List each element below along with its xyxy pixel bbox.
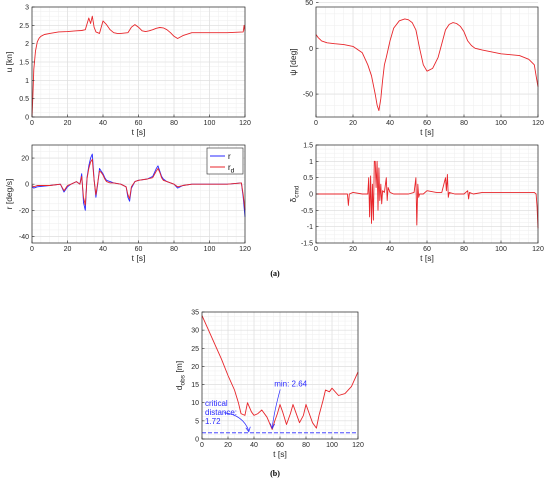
y-tick-label: 0	[25, 115, 29, 122]
x-tick-label: 40	[386, 246, 394, 253]
x-tick-label: 60	[423, 120, 431, 127]
x-tick-label: 20	[349, 246, 357, 253]
y-axis-label: dobs [m]	[174, 361, 187, 390]
y-tick-label: 0.5	[19, 96, 29, 103]
x-tick-label: 100	[495, 120, 507, 127]
y-tick-label: 0	[309, 46, 313, 53]
x-tick-label: 80	[460, 246, 468, 253]
x-tick-label: 80	[170, 246, 178, 253]
x-tick-label: 100	[326, 442, 338, 449]
y-axis-label: u [kn]	[4, 52, 14, 73]
x-tick-label: 0	[314, 246, 318, 253]
x-tick-label: 80	[460, 120, 468, 127]
series-line-0	[31, 15, 246, 118]
y-tick-label: 1	[25, 78, 29, 85]
annotation-critical-line: 1.72	[205, 417, 221, 426]
caption-b: (b)	[270, 469, 280, 478]
y-tick-label: 20	[191, 364, 199, 371]
series-line-0	[315, 18, 539, 112]
x-axis-label: t [s]	[132, 127, 146, 137]
chart-u: 0 20 40 60 80 100 120 0 0.5 1 1.5 2 2.5 3 t [s] u [kn]	[4, 5, 251, 138]
y-tick-label: 2.5	[19, 23, 29, 30]
x-tick-label: 20	[64, 246, 72, 253]
y-tick-label: 0.5	[303, 175, 313, 182]
chart-r: 0 20 40 60 80 100 120 -40 -20 0 20 t [s] r [deg/s] rr…	[4, 144, 251, 263]
x-tick-label: 0	[314, 120, 318, 127]
y-tick-label: -0.5	[301, 208, 313, 215]
x-tick-label: 60	[276, 442, 284, 449]
x-axis-label: t [s]	[420, 127, 434, 137]
y-tick-label: 0	[25, 182, 29, 189]
x-tick-label: 60	[423, 246, 431, 253]
y-tick-label: 35	[191, 310, 199, 317]
y-tick-label: 5	[195, 418, 199, 425]
annotation-min: min: 2.64	[274, 379, 307, 388]
x-tick-label: 80	[302, 442, 310, 449]
x-tick-label: 60	[135, 246, 143, 253]
x-tick-label: 100	[204, 246, 216, 253]
legend-label-r: r	[228, 152, 231, 161]
y-tick-label: 1.5	[303, 143, 313, 150]
y-tick-label: 25	[191, 346, 199, 353]
x-tick-label: 40	[99, 120, 107, 127]
annotation-min-arrow	[271, 389, 281, 428]
x-tick-label: 40	[250, 442, 258, 449]
x-tick-label: 0	[30, 120, 34, 127]
x-tick-label: 120	[532, 120, 544, 127]
x-tick-label: 40	[99, 246, 107, 253]
x-tick-label: 20	[224, 442, 232, 449]
y-tick-label: 1	[309, 159, 313, 166]
series-line-0	[316, 160, 539, 229]
x-tick-label: 100	[495, 246, 507, 253]
x-tick-label: 0	[200, 442, 204, 449]
y-tick-label: 0	[309, 192, 313, 199]
x-tick-label: 120	[532, 246, 544, 253]
y-axis-label: δcmd	[288, 185, 301, 202]
y-tick-label: 15	[191, 382, 199, 389]
y-tick-label: -40	[19, 234, 29, 241]
annotation-min-arrowhead	[269, 423, 276, 430]
legend-label-r_d: rd	[228, 163, 235, 175]
y-tick-label: 10	[191, 400, 199, 407]
x-tick-label: 120	[352, 442, 364, 449]
y-tick-label: 0	[195, 437, 199, 444]
x-tick-label: 80	[170, 120, 178, 127]
chart-delta: 0 20 40 60 80 100 120 -1.5 -1 -0.5 0 0.5 1 1.5 t [s] δc…	[288, 143, 544, 264]
x-axis-label: t [s]	[132, 253, 146, 263]
chart-dobs: 0 20 40 60 80 100 120 0 5 10 15 20 25 30 35 t [s] dobs […	[174, 310, 364, 460]
annotation-critical-line: critical	[205, 399, 228, 408]
x-tick-label: 120	[239, 246, 251, 253]
x-tick-label: 20	[64, 120, 72, 127]
x-tick-label: 60	[135, 120, 143, 127]
y-axis-label: ψ [deg]	[288, 48, 298, 75]
y-tick-label: -50	[303, 92, 313, 99]
y-tick-label: 30	[191, 328, 199, 335]
caption-a: (a)	[270, 269, 280, 278]
series-line-r_d	[31, 158, 246, 211]
y-tick-label: -1.5	[301, 241, 313, 248]
x-tick-label: 0	[30, 246, 34, 253]
annotation-critical-arrowhead	[245, 426, 251, 433]
y-tick-label: 2	[25, 41, 29, 48]
y-tick-label: 50	[305, 0, 313, 7]
y-tick-label: -20	[19, 208, 29, 215]
series-line-0	[201, 315, 359, 430]
x-tick-label: 100	[204, 120, 216, 127]
x-axis-label: t [s]	[273, 449, 287, 459]
x-tick-label: 120	[239, 120, 251, 127]
y-axis-label: r [deg/s]	[4, 179, 14, 210]
x-tick-label: 20	[349, 120, 357, 127]
y-tick-label: 1.5	[19, 60, 29, 67]
x-axis-label: t [s]	[420, 253, 434, 263]
y-tick-label: 3	[25, 5, 29, 12]
chart-psi: 0 20 40 60 80 100 120 -50 0 50 t [s] ψ [deg]	[288, 0, 544, 137]
y-tick-label: 20	[21, 156, 29, 163]
annotation-critical-arrow	[223, 412, 250, 431]
annotation-critical-line: distance:	[205, 408, 237, 417]
legend-box	[206, 147, 244, 175]
y-tick-label: -1	[307, 224, 313, 231]
x-tick-label: 40	[386, 120, 394, 127]
